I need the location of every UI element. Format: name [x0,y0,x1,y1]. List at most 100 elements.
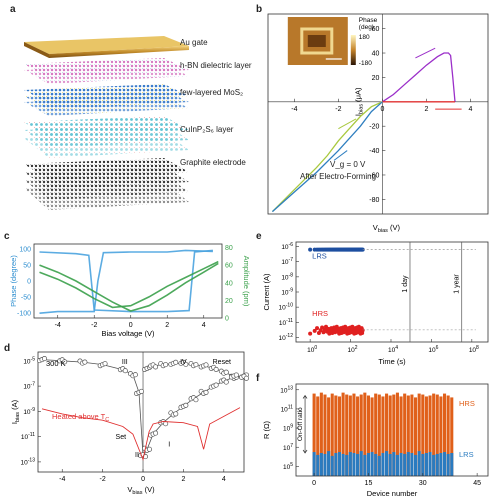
d-series-heated [41,407,241,461]
f-bar-lrs [377,455,381,476]
b-plot-frame [267,13,489,215]
c-ytick-label: -50 [21,295,31,302]
c-ytick-label: -100 [17,311,31,318]
d-point [146,446,153,452]
c-plot-frame [33,243,223,319]
e-xtick-label: 104 [388,345,398,354]
d-point [41,356,48,362]
d-point [223,379,229,385]
b-ytick-label: 20 [372,75,380,82]
b-note-vg: V_g = 0 V [330,160,366,169]
f-bar-hrs [348,395,352,476]
f-bar-lrs [450,453,454,476]
b-xtick-label: 4 [468,106,472,113]
d-ytick-label: 10-5 [23,356,35,365]
c-y2tick-label: 20 [225,298,233,305]
e-xtick-label: 102 [348,345,358,354]
f-ytick-label: 107 [283,443,293,452]
f-bar-hrs [446,395,450,476]
f-bar-hrs [424,396,428,476]
c-ylabel: Phase (degree) [9,255,18,307]
f-ratio-arrowhead-top [302,394,308,399]
c-xlabel: Bias voltage (V) [102,329,155,338]
f-bar-lrs [319,453,323,476]
panel-e-letter: e [256,231,262,242]
d-xtick-label: 4 [222,476,226,483]
e-point-HRS [312,328,317,333]
f-lrs-label: LRS [459,450,474,459]
d-xtick-label: -2 [100,476,106,483]
c-series-phase-down [39,249,213,314]
c-series-phase-up [39,249,213,313]
f-bar-lrs [432,454,436,476]
f-bar-hrs [417,393,421,476]
f-bar-hrs [410,394,414,476]
d-ytick-label: 10-11 [21,432,35,441]
d-point [203,389,209,395]
f-bar-lrs [399,453,403,476]
d-point [213,382,219,388]
f-bar-hrs [327,397,331,476]
f-bar-hrs [442,393,447,476]
d-point [193,362,199,368]
f-bar-hrs [377,394,381,476]
e-lrs-label: LRS [312,252,327,261]
c-ytick-label: 0 [27,279,31,286]
d-point [138,388,144,394]
d-point [173,359,179,365]
b-note-forming: After Electro-Forming [300,172,377,181]
f-xlabel: Device number [367,489,418,498]
e-hrs-label: HRS [312,309,328,318]
f-bar-hrs [323,394,327,476]
b-colorbar-title-2: (deg) [359,24,374,31]
f-bar-hrs [439,396,443,476]
c-y2tick-label: 0 [225,316,229,323]
f-bar-lrs [410,453,414,476]
b-colorbar-max: 180 [359,34,370,41]
f-bar-hrs [345,394,349,476]
layer-label-graphite: Graphite electrode [180,158,246,167]
f-bar-lrs [337,452,342,476]
d-region-label: I [168,442,170,449]
b-ytick-label: 40 [372,51,380,58]
layer-label-hbn: h-BN dielectric layer [180,61,252,70]
b-xtick-label: -2 [335,106,341,113]
f-bar-lrs [363,454,367,476]
f-bar-lrs [316,454,320,476]
e-ytick-label: 10-11 [279,318,293,327]
b-arrow-green [338,118,357,130]
b-ylabel: Ibias (μA) [353,87,364,116]
d-point [183,402,189,408]
c-y2tick-label: 80 [225,245,233,252]
f-bar-hrs [385,393,389,476]
d-point [152,430,159,436]
d-region-label: II [135,452,139,459]
b-colorbar-title-1: Phase [359,17,378,24]
e-ylabel: Current (A) [262,273,271,311]
d-temp-label: 300 K [46,359,66,368]
f-bar-hrs [399,396,403,476]
f-bar-hrs [337,396,342,476]
d-point [152,364,159,370]
panel-a-illustration [24,36,189,210]
f-bar-lrs [435,453,439,476]
f-bar-lrs [381,453,385,476]
f-bar-hrs [381,396,385,476]
b-ytick-label: -60 [369,172,379,179]
f-plot-frame [295,383,489,477]
panel-c-letter: c [4,231,10,242]
c-series-amp-1 [39,262,219,312]
f-ratio-arrowhead-bottom [302,449,308,454]
c-xtick-label: -2 [91,322,97,329]
f-bar-lrs [417,451,421,476]
b-ytick-label: -80 [369,197,379,204]
e-ytick-label: 10-12 [279,333,294,342]
f-bar-hrs [414,397,418,476]
b-arrow-blue [333,150,348,161]
c-xtick-label: 4 [202,322,206,329]
f-bar-hrs [352,393,356,476]
d-ytick-label: 10-7 [23,382,35,391]
f-bar-lrs [388,453,392,476]
d-region-label: Set [116,434,127,441]
chart-d: -4 -2 0 2 4 10-13 10-11 10-9 10-7 10-5 300 K Heated… [10,351,249,496]
